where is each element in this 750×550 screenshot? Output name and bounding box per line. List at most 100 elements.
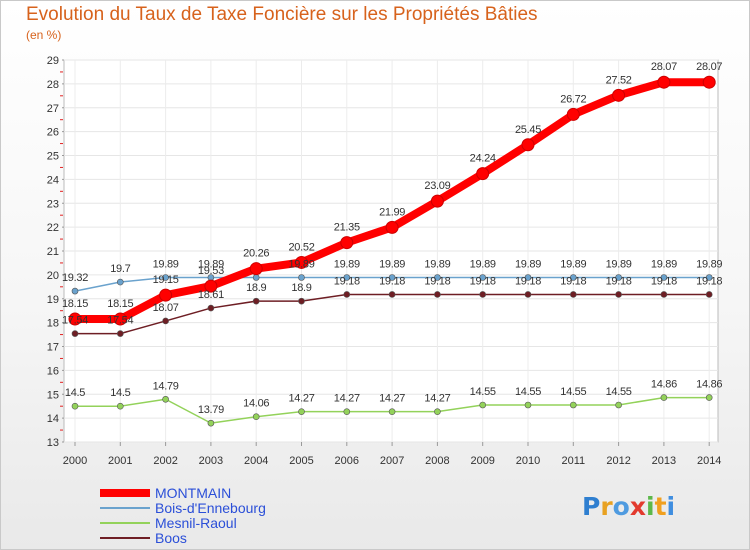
x-tick-label: 2013 [652,455,676,467]
data-point [343,408,351,415]
data-point [705,274,713,281]
data-label: 20.52 [288,241,314,253]
data-label: 19.89 [470,259,496,271]
data-label: 14.5 [110,387,130,399]
data-label: 19.89 [606,259,632,271]
x-tick-label: 2000 [63,455,87,467]
legend-label: MONTMAIN [155,485,231,501]
data-label: 14.79 [153,380,179,392]
data-point [162,274,169,281]
y-tick-label: 24 [47,174,59,186]
x-tick-label: 2006 [335,455,359,467]
y-tick-label: 27 [47,103,59,115]
y-tick-label: 18 [47,318,59,330]
data-point [249,262,263,276]
data-label: 19.89 [651,259,677,271]
data-point [159,288,173,302]
data-label: 28.07 [651,61,677,73]
x-tick-label: 2011 [561,455,585,467]
data-point [660,291,668,298]
x-tick-label: 2001 [108,455,132,467]
data-point [479,291,487,298]
data-label: 19.89 [560,259,586,271]
data-label: 19.89 [696,259,722,271]
x-tick-label: 2002 [153,455,177,467]
data-point [71,402,79,410]
data-point [615,401,622,409]
data-point [615,274,622,281]
proxiti-logo: Proxiti [582,492,676,521]
data-point [343,291,351,298]
y-tick-label: 26 [47,127,59,139]
x-tick-label: 2012 [606,455,630,467]
data-label: 14.55 [560,386,586,398]
data-point [71,287,79,295]
data-label: 14.06 [243,398,269,410]
data-label: 18.9 [291,282,311,294]
data-label: 28.07 [696,61,722,73]
data-label: 14.27 [379,393,405,405]
data-label: 23.09 [424,180,450,192]
data-point [612,88,626,102]
data-label: 19.89 [334,259,360,271]
data-label: 14.55 [515,386,541,398]
data-point [204,279,218,293]
x-tick-label: 2014 [697,455,721,467]
y-tick-label: 22 [47,222,59,234]
y-tick-label: 28 [47,79,59,91]
data-label: 19.53 [198,265,224,277]
legend-label: Bois-d'Ennebourg [155,500,266,516]
data-label: 19.89 [515,259,541,271]
data-label: 19.32 [62,272,88,284]
data-label: 18.15 [107,298,133,310]
x-tick-label: 2009 [470,455,494,467]
data-point [569,274,577,281]
legend-label: Mesnil-Raoul [155,515,237,531]
data-label: 26.72 [560,93,586,105]
x-tick-label: 2004 [244,455,268,467]
data-point [295,255,308,269]
data-point [385,220,399,234]
data-label: 19.18 [334,275,360,287]
data-point [476,167,490,181]
x-tick-label: 2010 [516,455,540,467]
data-point [434,274,441,281]
data-point [117,402,124,410]
data-point [343,274,351,281]
data-label: 14.86 [696,379,722,391]
data-point [298,297,305,305]
data-point [657,75,671,89]
data-point [524,401,532,409]
data-point [298,274,305,281]
data-point [569,401,577,409]
data-label: 19.18 [515,275,541,287]
data-label: 19.18 [379,275,405,287]
data-point [388,274,396,281]
data-label: 19.18 [424,275,450,287]
data-label: 14.55 [470,386,496,398]
data-label: 18.61 [198,289,224,301]
data-label: 14.86 [651,379,677,391]
data-label: 27.52 [606,74,632,86]
data-point [162,395,169,403]
data-point [252,274,260,281]
data-point [340,236,354,250]
data-label: 19.18 [651,275,677,287]
data-label: 18.07 [153,302,179,314]
data-label: 19.89 [379,259,405,271]
data-label: 14.27 [424,393,450,405]
y-tick-label: 29 [47,55,59,67]
data-label: 13.79 [198,404,224,416]
data-point [113,312,127,326]
y-tick-label: 20 [47,270,59,282]
x-tick-label: 2003 [199,455,223,467]
data-point [388,291,396,298]
data-point [252,297,260,305]
data-label: 19.18 [470,275,496,287]
data-label: 25.45 [515,124,541,136]
data-label: 19.18 [606,275,632,287]
x-tick-label: 2008 [425,455,449,467]
data-label: 17.54 [107,315,133,327]
data-point [430,194,444,208]
data-point [68,312,82,326]
